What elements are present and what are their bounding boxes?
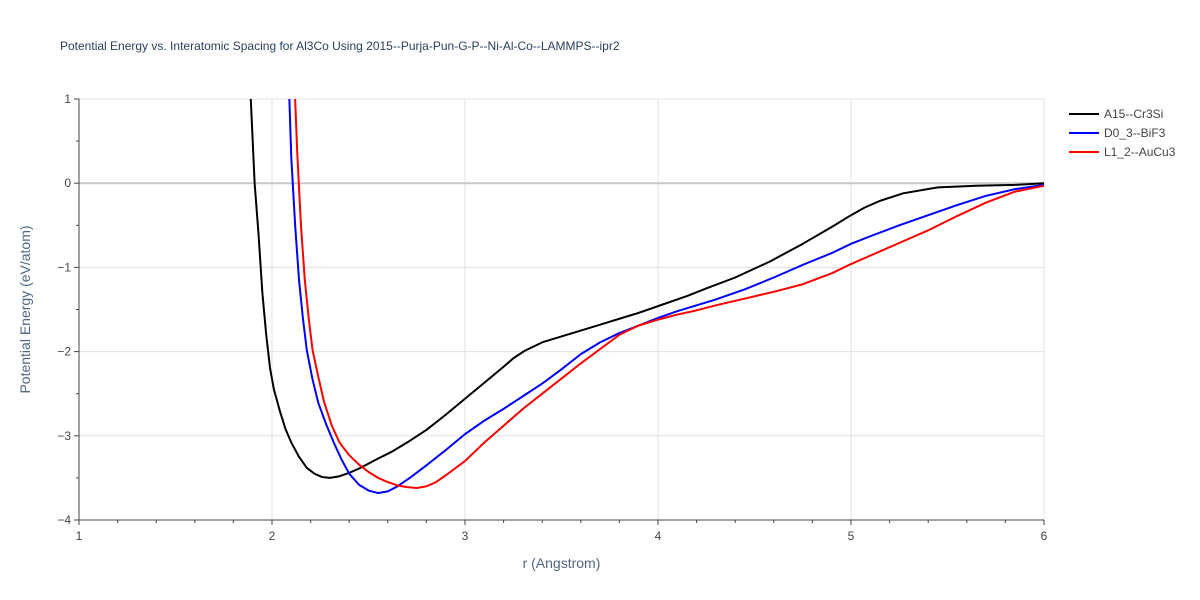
chart-title: Potential Energy vs. Interatomic Spacing… bbox=[60, 39, 620, 53]
x-tick-label: 5 bbox=[848, 529, 855, 543]
y-tick-label: −3 bbox=[57, 429, 71, 443]
legend-item[interactable]: A15--Cr3Si bbox=[1069, 107, 1163, 121]
grid-lines bbox=[79, 98, 1045, 520]
axes bbox=[74, 98, 1045, 525]
y-tick-label: −1 bbox=[57, 260, 71, 274]
legend-item[interactable]: L1_2--AuCu3 bbox=[1069, 145, 1176, 159]
legend[interactable]: A15--Cr3Si D0_3--BiF3 L1_2--AuCu3 bbox=[1069, 107, 1176, 159]
x-tick-label: 2 bbox=[269, 529, 276, 543]
y-tick-label: −4 bbox=[57, 513, 71, 527]
legend-label: D0_3--BiF3 bbox=[1104, 126, 1166, 140]
y-tick-label: 0 bbox=[64, 176, 71, 190]
y-tick-label: −2 bbox=[57, 345, 71, 359]
x-tick-label: 4 bbox=[655, 529, 662, 543]
legend-label: A15--Cr3Si bbox=[1104, 107, 1163, 121]
tick-labels: 1 2 3 4 5 6 1 0 −1 −2 −3 −4 bbox=[57, 92, 1047, 543]
y-axis-title: Potential Energy (eV/atom) bbox=[17, 225, 33, 393]
x-tick-label: 6 bbox=[1041, 529, 1048, 543]
series-line-2 bbox=[288, 99, 1044, 495]
legend-item[interactable]: D0_3--BiF3 bbox=[1069, 126, 1166, 140]
x-axis-title: r (Angstrom) bbox=[523, 555, 601, 571]
x-tick-label: 3 bbox=[462, 529, 469, 543]
series-line-3 bbox=[294, 99, 1044, 489]
series-line-1 bbox=[249, 99, 1044, 479]
legend-label: L1_2--AuCu3 bbox=[1104, 145, 1176, 159]
y-tick-label: 1 bbox=[64, 92, 71, 106]
plot-area bbox=[249, 99, 1044, 495]
x-tick-label: 1 bbox=[76, 529, 83, 543]
